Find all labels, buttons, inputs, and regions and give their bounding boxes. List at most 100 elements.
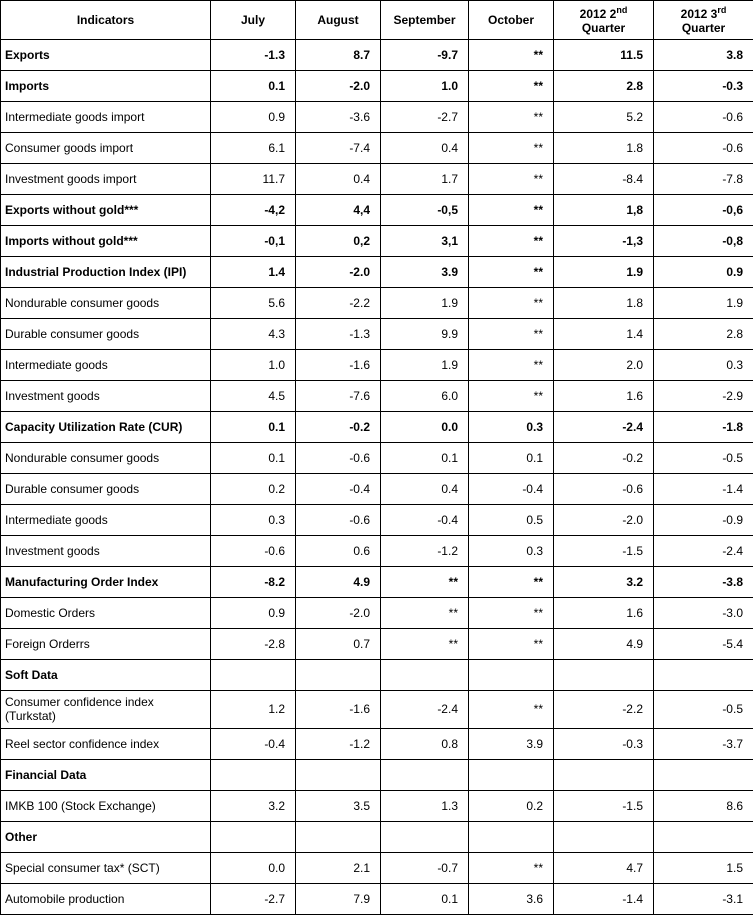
- cell: [381, 660, 469, 691]
- cell: **: [381, 629, 469, 660]
- table-row: Intermediate goods1.0-1.61.9**2.00.3: [1, 350, 753, 381]
- row-label: Investment goods: [1, 536, 211, 567]
- cell: 0.9: [654, 257, 753, 288]
- cell: [469, 821, 554, 852]
- cell: -0,6: [654, 195, 753, 226]
- cell: -0.6: [296, 505, 381, 536]
- cell: -0.2: [296, 412, 381, 443]
- cell: -1.5: [554, 790, 654, 821]
- cell: -8.2: [211, 567, 296, 598]
- cell: 0.8: [381, 728, 469, 759]
- cell: [211, 821, 296, 852]
- cell: -4,2: [211, 195, 296, 226]
- table-row: Investment goods4.5-7.66.0**1.6-2.9: [1, 381, 753, 412]
- cell: **: [469, 350, 554, 381]
- cell: 1.3: [381, 790, 469, 821]
- row-label: Imports: [1, 71, 211, 102]
- row-label: Exports: [1, 40, 211, 71]
- cell: -2.2: [296, 288, 381, 319]
- cell: 0.9: [211, 598, 296, 629]
- cell: [554, 660, 654, 691]
- table-row: Exports without gold***-4,24,4-0,5**1,8-…: [1, 195, 753, 226]
- cell: [296, 759, 381, 790]
- table-row: Consumer goods import6.1-7.40.4**1.8-0.6: [1, 133, 753, 164]
- cell: 4.9: [554, 629, 654, 660]
- cell: -0.6: [654, 102, 753, 133]
- row-label: Domestic Orders: [1, 598, 211, 629]
- cell: 0.0: [381, 412, 469, 443]
- table-row: Soft Data: [1, 660, 753, 691]
- cell: 5.6: [211, 288, 296, 319]
- cell: -0.6: [554, 474, 654, 505]
- cell: -1,3: [554, 226, 654, 257]
- cell: 0.5: [469, 505, 554, 536]
- table-row: Capacity Utilization Rate (CUR)0.1-0.20.…: [1, 412, 753, 443]
- cell: -0.9: [654, 505, 753, 536]
- cell: -7.8: [654, 164, 753, 195]
- cell: 0.3: [654, 350, 753, 381]
- cell: 0.1: [381, 443, 469, 474]
- cell: -1.5: [554, 536, 654, 567]
- cell: -3.8: [654, 567, 753, 598]
- cell: -1.2: [381, 536, 469, 567]
- cell: -0.4: [469, 474, 554, 505]
- row-label: Investment goods: [1, 381, 211, 412]
- cell: 1.6: [554, 381, 654, 412]
- table-row: IMKB 100 (Stock Exchange)3.23.51.30.2-1.…: [1, 790, 753, 821]
- cell: -1.4: [654, 474, 753, 505]
- cell: **: [469, 257, 554, 288]
- cell: -0.4: [296, 474, 381, 505]
- table-row: Domestic Orders0.9-2.0****1.6-3.0: [1, 598, 753, 629]
- cell: 3.6: [469, 883, 554, 914]
- cell: 3.9: [469, 728, 554, 759]
- cell: **: [469, 226, 554, 257]
- cell: -2.0: [296, 598, 381, 629]
- row-label: Automobile production: [1, 883, 211, 914]
- cell: [469, 759, 554, 790]
- row-label: Other: [1, 821, 211, 852]
- cell: [554, 821, 654, 852]
- row-label: Reel sector confidence index: [1, 728, 211, 759]
- table-row: Foreign Orderrs-2.80.7****4.9-5.4: [1, 629, 753, 660]
- cell: 1.8: [554, 288, 654, 319]
- cell: 4.5: [211, 381, 296, 412]
- cell: 1.9: [554, 257, 654, 288]
- cell: 9.9: [381, 319, 469, 350]
- cell: -0.3: [654, 71, 753, 102]
- row-label: Industrial Production Index (IPI): [1, 257, 211, 288]
- cell: **: [469, 71, 554, 102]
- cell: -1.6: [296, 350, 381, 381]
- cell: 5.2: [554, 102, 654, 133]
- row-label: Intermediate goods import: [1, 102, 211, 133]
- cell: 1.2: [211, 691, 296, 729]
- row-label: Durable consumer goods: [1, 474, 211, 505]
- row-label: Intermediate goods: [1, 350, 211, 381]
- col-october: October: [469, 1, 554, 40]
- cell: 0.1: [211, 412, 296, 443]
- indicators-table: Indicators July August September October…: [0, 0, 753, 915]
- cell: 0.2: [469, 790, 554, 821]
- cell: 1.4: [554, 319, 654, 350]
- cell: 1.5: [654, 852, 753, 883]
- cell: -0.6: [296, 443, 381, 474]
- table-row: Financial Data: [1, 759, 753, 790]
- cell: -1.6: [296, 691, 381, 729]
- table-row: Consumer confidence index (Turkstat)1.2-…: [1, 691, 753, 729]
- row-label: Imports without gold***: [1, 226, 211, 257]
- cell: -0.4: [381, 505, 469, 536]
- cell: **: [469, 40, 554, 71]
- cell: 0.0: [211, 852, 296, 883]
- cell: 3.2: [211, 790, 296, 821]
- cell: [296, 821, 381, 852]
- cell: 1.0: [381, 71, 469, 102]
- cell: **: [469, 319, 554, 350]
- cell: **: [469, 852, 554, 883]
- cell: **: [469, 102, 554, 133]
- cell: -7.4: [296, 133, 381, 164]
- table-row: Investment goods-0.60.6-1.20.3-1.5-2.4: [1, 536, 753, 567]
- row-label: Durable consumer goods: [1, 319, 211, 350]
- cell: -2.0: [296, 257, 381, 288]
- cell: 3.2: [554, 567, 654, 598]
- row-label: Foreign Orderrs: [1, 629, 211, 660]
- cell: 1.0: [211, 350, 296, 381]
